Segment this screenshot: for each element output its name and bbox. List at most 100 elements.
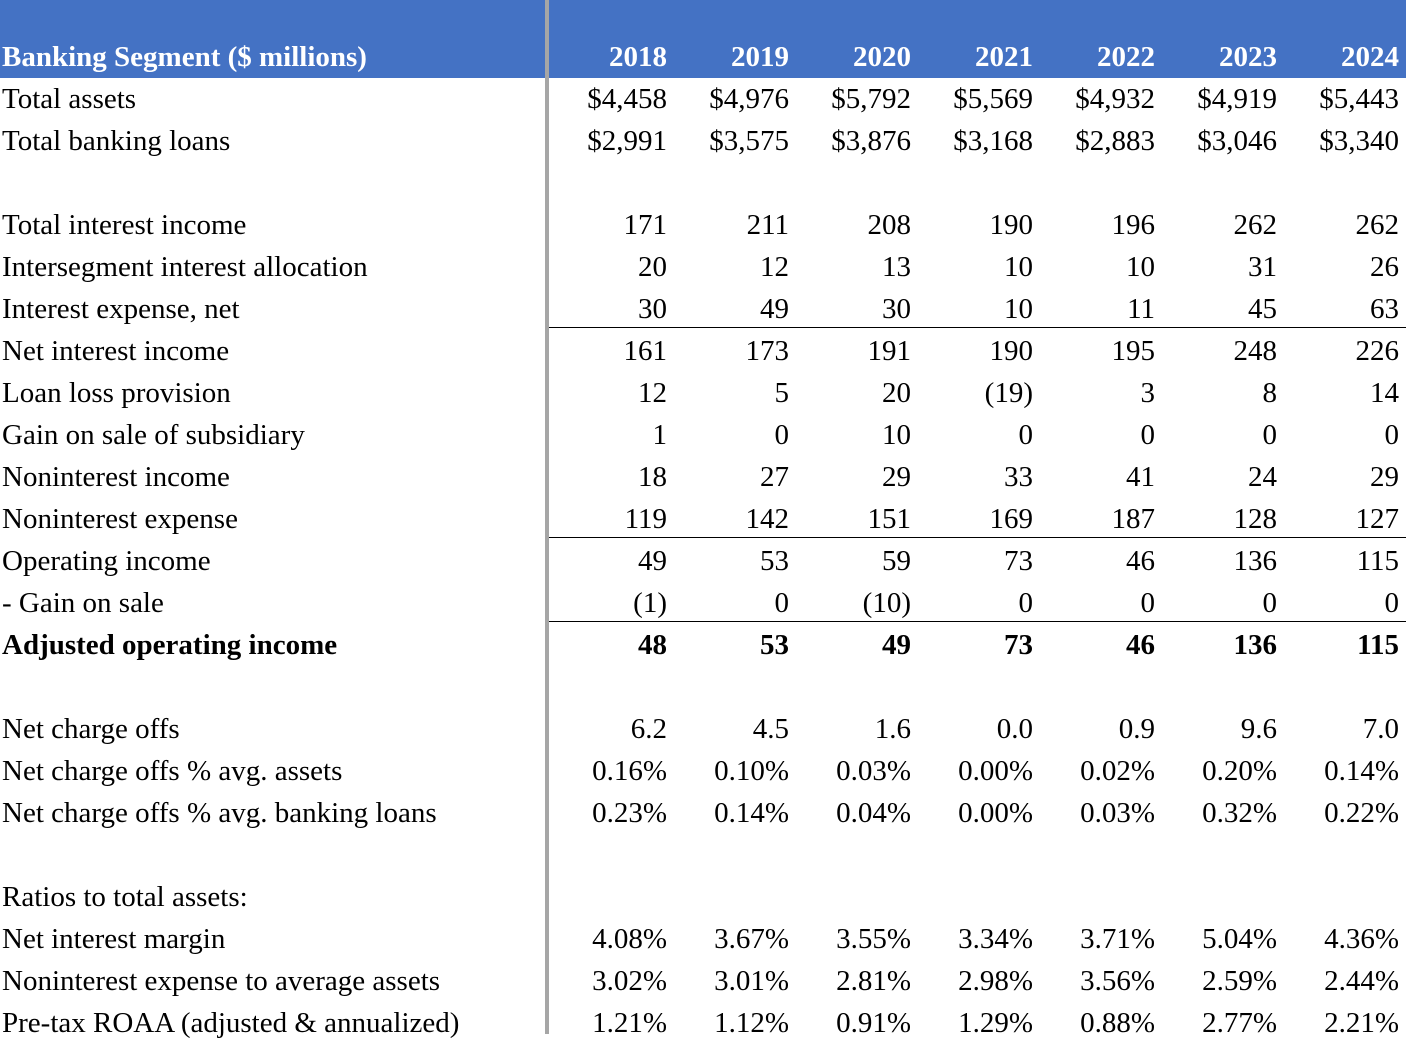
cell-value: 6.2 — [630, 713, 667, 745]
cell-value: (10) — [862, 587, 911, 619]
cell-value: 2.77% — [1202, 1007, 1277, 1039]
cell-value: 115 — [1356, 545, 1399, 577]
cell-value: 11 — [1127, 293, 1155, 325]
cell-value: 3.55% — [836, 923, 911, 955]
row-label: Interest expense, net — [2, 293, 240, 325]
cell-value: 119 — [624, 503, 667, 535]
cell-value: 115 — [1357, 629, 1399, 661]
table-row: Ratios to total assets: — [0, 876, 1406, 918]
cell-value: 191 — [867, 335, 912, 367]
cell-value: 49 — [882, 629, 911, 661]
cell-value: 26 — [1370, 251, 1399, 283]
cell-value: 0 — [774, 419, 790, 451]
table-row: Gain on sale of subsidiary 1 0 10 0 0 0 0 — [0, 414, 1406, 456]
cell-value: 0 — [1140, 419, 1156, 451]
row-label: Ratios to total assets: — [2, 881, 248, 913]
cell-value: 29 — [882, 461, 911, 493]
cell-value: 3.71% — [1080, 923, 1155, 955]
cell-value: 0.04% — [836, 797, 911, 829]
cell-value: 3.56% — [1080, 965, 1155, 997]
cell-value: $3,340 — [1319, 125, 1399, 157]
cell-value: 136 — [1233, 629, 1278, 661]
cell-value: $3,168 — [953, 125, 1033, 157]
cell-value: 63 — [1370, 293, 1399, 325]
cell-value: 0.32% — [1202, 797, 1277, 829]
row-label: Noninterest expense — [2, 503, 238, 535]
cell-value: 9.6 — [1240, 713, 1277, 745]
cell-value: 10 — [882, 419, 911, 451]
row-label: Operating income — [2, 545, 211, 577]
cell-value: 136 — [1233, 545, 1278, 577]
cell-value: 0.02% — [1080, 755, 1155, 787]
subtotal-rule — [549, 537, 1406, 538]
cell-value: 187 — [1111, 503, 1156, 535]
cell-value: 0 — [1018, 587, 1034, 619]
cell-value: 173 — [745, 335, 790, 367]
cell-value: 20 — [638, 251, 667, 283]
cell-value: 0 — [1140, 587, 1156, 619]
header-band — [0, 0, 1406, 78]
cell-value: 0.03% — [1080, 797, 1155, 829]
cell-value: 14 — [1370, 377, 1399, 409]
table-row: Net interest margin 4.08% 3.67% 3.55% 3.34% 3… — [0, 918, 1406, 960]
cell-value: 262 — [1233, 209, 1278, 241]
cell-value: 211 — [746, 209, 789, 241]
cell-value: 2.59% — [1202, 965, 1277, 997]
row-label: Net charge offs % avg. banking loans — [2, 797, 437, 829]
cell-value: 73 — [1004, 545, 1033, 577]
cell-value: 0 — [1018, 419, 1034, 451]
cell-value: 18 — [638, 461, 667, 493]
cell-value: 151 — [867, 503, 912, 535]
cell-value: 1.6 — [874, 713, 911, 745]
cell-value: 30 — [638, 293, 667, 325]
table-row: Total assets $4,458 $4,976 $5,792 $5,569 $4,9… — [0, 78, 1406, 120]
table-row: - Gain on sale (1) 0 (10) 0 0 0 0 — [0, 582, 1406, 624]
cell-value: 3 — [1140, 377, 1156, 409]
cell-value: $3,876 — [831, 125, 911, 157]
cell-value: 5 — [774, 377, 790, 409]
table-row: Total banking loans $2,991 $3,575 $3,876 $3,… — [0, 120, 1406, 162]
cell-value: 169 — [989, 503, 1034, 535]
cell-value: 59 — [882, 545, 911, 577]
cell-value: $2,991 — [587, 125, 667, 157]
cell-value: 0 — [1262, 419, 1278, 451]
cell-value: 0.00% — [958, 755, 1033, 787]
year-2024: 2024 — [1341, 41, 1399, 73]
cell-value: 1.21% — [592, 1007, 667, 1039]
cell-value: 1.29% — [958, 1007, 1033, 1039]
row-label: Noninterest income — [2, 461, 230, 493]
row-label: Noninterest expense to average assets — [2, 965, 441, 997]
cell-value: 0 — [774, 587, 790, 619]
cell-value: $5,443 — [1319, 83, 1399, 115]
cell-value: $5,569 — [953, 83, 1033, 115]
cell-value: 49 — [638, 545, 667, 577]
cell-value: 190 — [989, 335, 1034, 367]
cell-value: 53 — [760, 545, 789, 577]
cell-value: 0.10% — [714, 755, 789, 787]
cell-value: 10 — [1126, 251, 1155, 283]
cell-value: 30 — [882, 293, 911, 325]
cell-value: 226 — [1355, 335, 1400, 367]
cell-value: 8 — [1262, 377, 1278, 409]
cell-value: 248 — [1233, 335, 1278, 367]
year-2022: 2022 — [1097, 41, 1155, 73]
cell-value: 41 — [1126, 461, 1155, 493]
year-2018: 2018 — [609, 41, 667, 73]
cell-value: 4.36% — [1324, 923, 1399, 955]
cell-value: 13 — [882, 251, 911, 283]
row-label: Adjusted operating income — [2, 629, 338, 661]
cell-value: 31 — [1248, 251, 1277, 283]
year-2020: 2020 — [853, 41, 911, 73]
cell-value: 190 — [989, 209, 1034, 241]
row-label: Total interest income — [2, 209, 247, 241]
table-row: Intersegment interest allocation 20 12 13 10… — [0, 246, 1406, 288]
cell-value: 0 — [1384, 587, 1400, 619]
cell-value: 24 — [1248, 461, 1277, 493]
cell-value: 0 — [1384, 419, 1400, 451]
cell-value: 45 — [1248, 293, 1277, 325]
cell-value: 7.0 — [1362, 713, 1399, 745]
cell-value: 0.16% — [592, 755, 667, 787]
row-label: Total assets — [2, 83, 137, 115]
cell-value: 0.88% — [1080, 1007, 1155, 1039]
cell-value: 4.08% — [592, 923, 667, 955]
